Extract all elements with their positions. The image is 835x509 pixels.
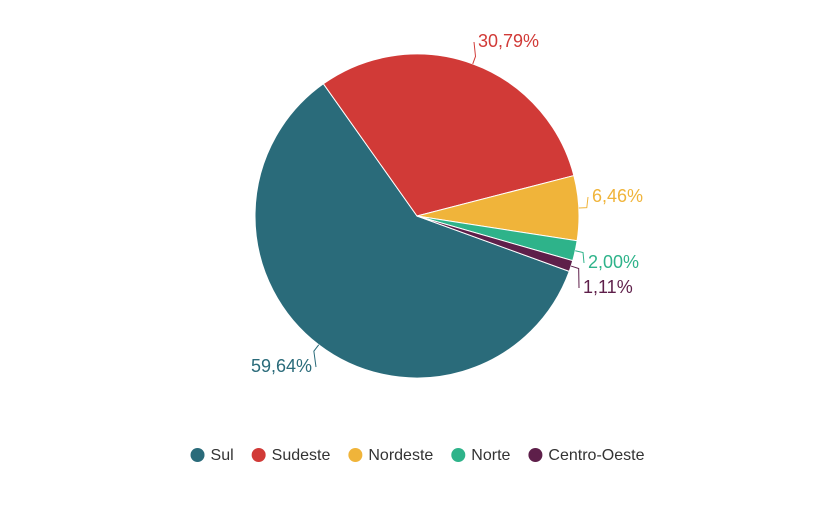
legend-marker (528, 448, 543, 462)
data-label: 6,46% (592, 186, 643, 206)
leader-line (472, 41, 477, 65)
leader-line (575, 250, 585, 264)
legend-label: Centro-Oeste (548, 447, 644, 464)
legend-label: Norte (471, 447, 510, 464)
pie-slice (416, 215, 574, 273)
data-label: 30,79% (478, 31, 539, 51)
leader-line (570, 265, 580, 289)
legend-marker (451, 448, 466, 462)
legend-label: Sudeste (272, 447, 331, 464)
leader-line (313, 344, 320, 368)
data-label: 1,11% (583, 277, 633, 297)
leader-line (578, 196, 589, 209)
legend-marker (251, 448, 266, 462)
legend-label: Nordeste (368, 447, 433, 464)
legend-marker (190, 448, 205, 462)
data-label: 59,64% (251, 356, 312, 376)
legend-label: Sul (211, 447, 234, 464)
legend-marker (348, 448, 363, 462)
data-label: 2,00% (588, 252, 639, 272)
